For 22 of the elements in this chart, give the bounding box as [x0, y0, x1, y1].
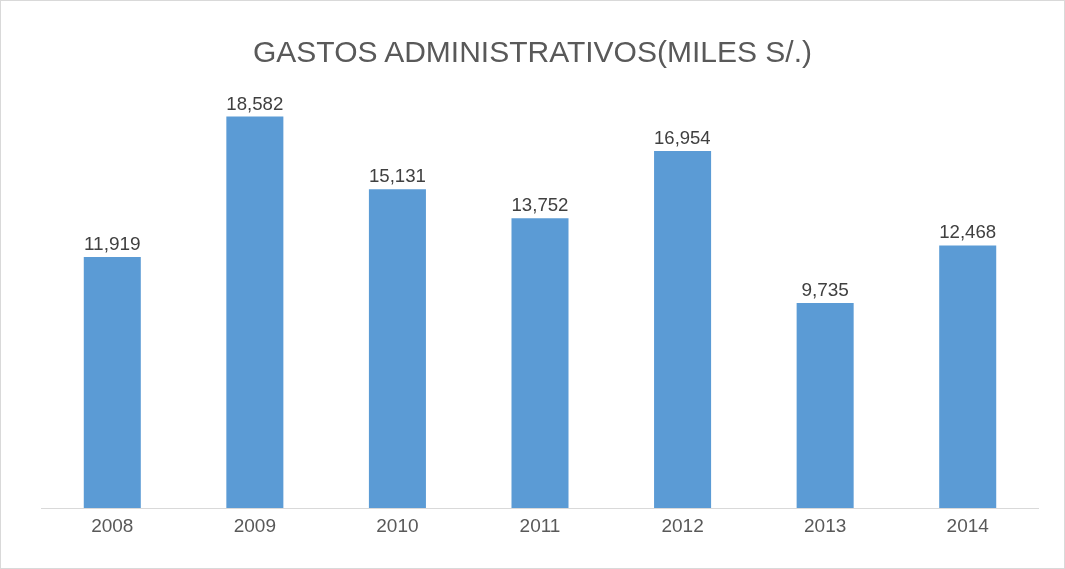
data-label: 15,131: [368, 165, 426, 187]
x-tick-label: 2012: [661, 514, 704, 536]
data-label: 18,582: [226, 92, 284, 114]
data-label: 11,919: [83, 232, 141, 254]
bar: [939, 245, 997, 508]
x-tick-label: 2009: [233, 514, 276, 536]
bar: [368, 189, 426, 508]
x-tick-label: 2008: [91, 514, 134, 536]
x-tick-label: 2013: [804, 514, 847, 536]
bar: [654, 150, 712, 508]
data-label: 13,752: [511, 194, 569, 216]
bar: [226, 116, 284, 508]
data-label: 9,735: [801, 278, 849, 300]
data-label: 16,954: [654, 126, 711, 148]
data-label: 12,468: [939, 221, 997, 243]
bar: [796, 302, 854, 508]
bar: [511, 218, 569, 508]
x-tick-label: 2010: [376, 514, 419, 536]
x-tick-label: 2014: [946, 514, 990, 536]
chart-title: GASTOS ADMINISTRATIVOS(MILES S/.): [253, 34, 812, 68]
x-tick-label: 2011: [519, 514, 561, 536]
bar: [83, 256, 141, 508]
